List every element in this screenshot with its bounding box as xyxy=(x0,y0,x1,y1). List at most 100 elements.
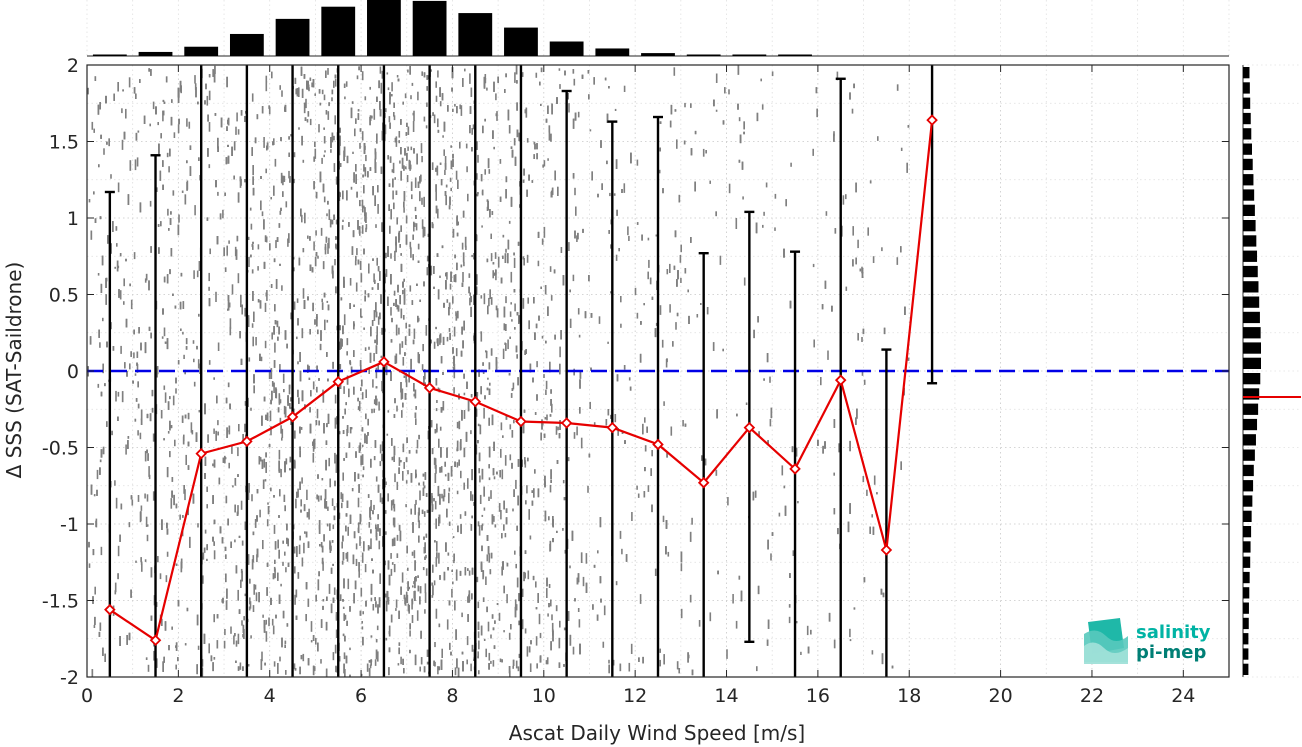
scatter-streak xyxy=(347,526,349,536)
scatter-streak xyxy=(435,95,438,102)
scatter-streak xyxy=(252,336,254,347)
scatter-streak xyxy=(316,494,318,500)
scatter-streak xyxy=(424,609,426,614)
scatter-streak xyxy=(502,561,504,570)
scatter-streak xyxy=(217,431,219,436)
scatter-streak xyxy=(384,593,387,598)
scatter-streak xyxy=(358,484,360,493)
scatter-streak xyxy=(284,551,286,556)
scatter-streak xyxy=(471,469,473,481)
scatter-streak xyxy=(90,230,93,240)
scatter-streak xyxy=(216,640,219,649)
scatter-streak xyxy=(381,441,384,452)
scatter-streak xyxy=(738,117,741,122)
scatter-streak xyxy=(431,495,433,506)
scatter-streak xyxy=(481,514,484,517)
scatter-streak xyxy=(235,249,238,260)
scatter-streak xyxy=(593,422,596,426)
scatter-streak xyxy=(599,517,602,528)
scatter-streak xyxy=(706,307,709,315)
scatter-streak xyxy=(284,644,286,648)
scatter-streak xyxy=(441,648,443,658)
scatter-streak xyxy=(121,139,124,150)
scatter-streak xyxy=(301,477,303,484)
scatter-streak xyxy=(380,294,382,304)
scatter-streak xyxy=(499,159,502,164)
scatter-density xyxy=(87,65,910,677)
scatter-streak xyxy=(390,209,392,220)
scatter-streak xyxy=(207,114,209,122)
scatter-streak xyxy=(320,619,323,628)
scatter-streak xyxy=(596,614,599,621)
scatter-streak xyxy=(241,620,243,626)
scatter-streak xyxy=(233,175,235,180)
scatter-streak xyxy=(351,246,354,255)
scatter-streak xyxy=(479,475,481,483)
scatter-streak xyxy=(550,599,552,607)
scatter-streak xyxy=(277,407,280,413)
scatter-streak xyxy=(171,99,173,103)
scatter-streak xyxy=(426,267,429,276)
scatter-streak xyxy=(213,550,216,560)
scatter-streak xyxy=(358,445,361,453)
scatter-streak xyxy=(409,66,411,75)
scatter-streak xyxy=(231,284,234,295)
scatter-streak xyxy=(549,484,552,493)
scatter-streak xyxy=(137,495,140,502)
scatter-streak xyxy=(433,266,435,274)
scatter-streak xyxy=(353,350,355,357)
scatter-streak xyxy=(479,424,482,435)
scatter-streak xyxy=(334,644,337,654)
scatter-streak xyxy=(339,384,342,389)
scatter-streak xyxy=(213,428,215,434)
scatter-streak xyxy=(335,243,337,248)
scatter-streak xyxy=(146,524,149,527)
scatter-streak xyxy=(126,635,128,645)
scatter-streak xyxy=(526,138,529,143)
scatter-streak xyxy=(102,363,104,374)
scatter-streak xyxy=(434,540,436,543)
scatter-streak xyxy=(279,263,281,266)
scatter-streak xyxy=(374,162,377,173)
scatter-streak xyxy=(507,253,509,264)
scatter-streak xyxy=(496,308,499,318)
scatter-streak xyxy=(278,515,280,518)
scatter-streak xyxy=(689,531,692,542)
scatter-streak xyxy=(147,664,150,672)
scatter-streak xyxy=(512,659,515,666)
scatter-streak xyxy=(687,654,690,659)
scatter-streak xyxy=(401,341,404,348)
scatter-streak xyxy=(546,588,548,598)
scatter-streak xyxy=(98,164,100,168)
scatter-streak xyxy=(484,395,486,400)
scatter-streak xyxy=(393,564,396,573)
scatter-streak xyxy=(411,598,414,605)
scatter-streak xyxy=(405,132,408,136)
scatter-streak xyxy=(506,594,508,604)
scatter-streak xyxy=(642,656,644,664)
scatter-streak xyxy=(285,670,287,675)
scatter-streak xyxy=(308,365,310,370)
scatter-streak xyxy=(363,248,365,255)
scatter-streak xyxy=(254,584,257,590)
scatter-streak xyxy=(363,205,365,209)
scatter-streak xyxy=(377,604,379,614)
scatter-streak xyxy=(516,129,519,138)
scatter-streak xyxy=(490,634,492,639)
scatter-streak xyxy=(446,508,448,518)
scatter-streak xyxy=(395,190,398,195)
scatter-streak xyxy=(405,480,408,484)
scatter-streak xyxy=(364,96,367,101)
scatter-streak xyxy=(95,520,97,527)
scatter-streak xyxy=(388,183,391,187)
scatter-streak xyxy=(223,247,225,257)
scatter-streak xyxy=(212,662,214,672)
scatter-streak xyxy=(237,447,239,457)
scatter-streak xyxy=(306,512,309,518)
scatter-streak xyxy=(408,328,411,336)
scatter-streak xyxy=(413,110,415,122)
scatter-streak xyxy=(394,250,396,261)
scatter-streak xyxy=(510,624,512,630)
scatter-streak xyxy=(209,248,211,255)
scatter-streak xyxy=(471,644,474,652)
